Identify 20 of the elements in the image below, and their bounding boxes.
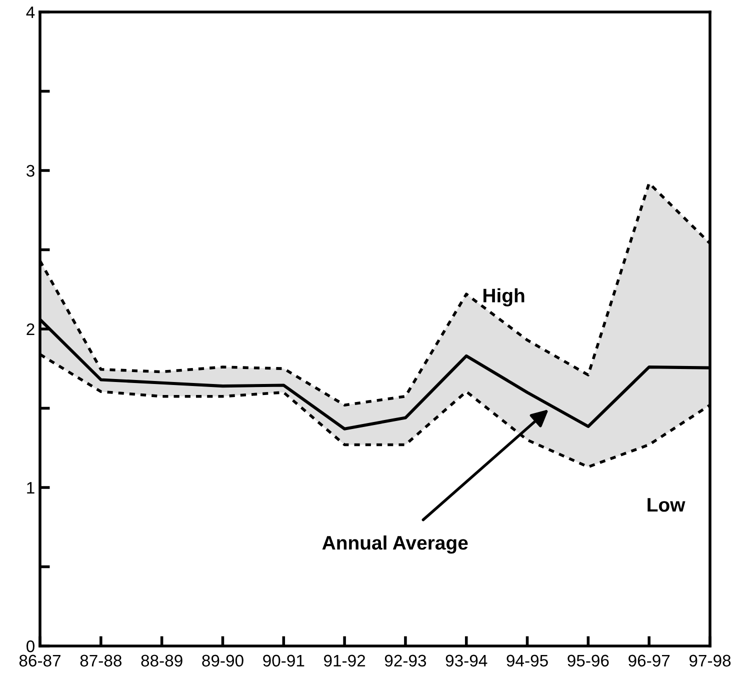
text: Annual Average <box>322 535 468 554</box>
x-tick-label: 95-96 <box>568 654 609 667</box>
y-tick-label: 0 <box>26 640 34 652</box>
x-tick-label: 97-98 <box>689 654 731 667</box>
y-tick-label: 4 <box>26 6 35 18</box>
x-tick-label: 96-97 <box>628 654 670 667</box>
x-tick-label: 89-90 <box>202 654 244 667</box>
x-tick-label: 90-91 <box>263 654 304 667</box>
x-tick-label: 93-94 <box>446 654 488 667</box>
text: Low <box>648 498 686 512</box>
y-tick-label: 2 <box>26 323 34 336</box>
series-label: High <box>484 288 524 306</box>
x-tick-label: 94-95 <box>506 654 548 667</box>
y-tick-label: 3 <box>26 164 34 177</box>
x-tick-label: 92-93 <box>384 654 426 667</box>
x-tick-label: 86-87 <box>19 654 60 667</box>
x-tick-label: 87-88 <box>80 654 122 667</box>
y-tick-label: 1 <box>27 482 34 494</box>
x-tick-label: 91-92 <box>324 654 366 667</box>
x-tick-label: 88-89 <box>141 654 182 667</box>
